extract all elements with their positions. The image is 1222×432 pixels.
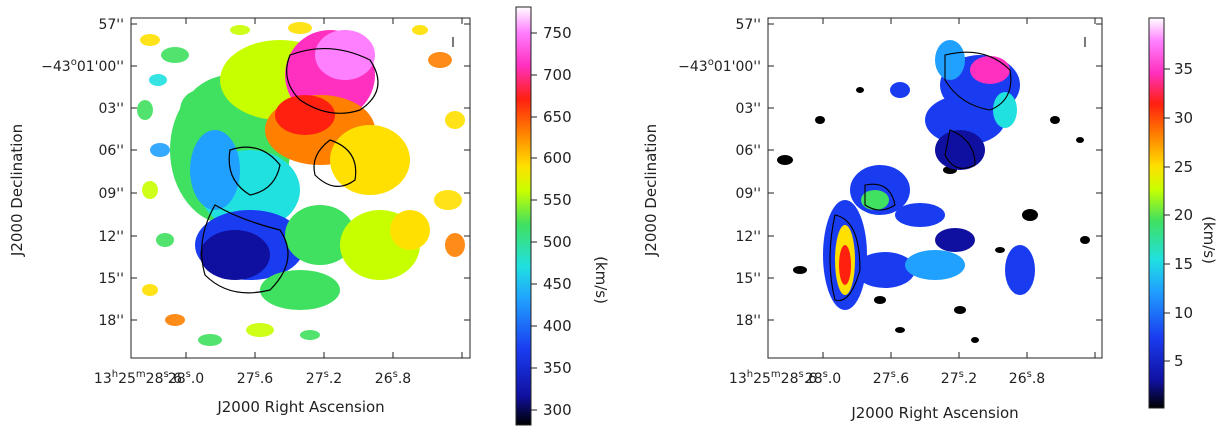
left-x-tick-label: 27s.2 [306,369,342,387]
left-y-tick-label: −43o01'00'' [41,57,124,75]
left-colorbar-tick: 650 [543,108,572,126]
left-x-tick-label: 13h25m28s.6 [94,369,182,387]
right-x-ticks-marks [822,18,1096,358]
right-y-tick-label: 57'' [735,17,761,33]
right-y-tick-label: 12'' [735,229,761,245]
left-y-tick-label: 12'' [98,229,124,245]
left-colorbar-tick: 400 [543,317,572,335]
right-colorbar-tick: 5 [1174,352,1184,370]
right-x-tick-label: 26s.8 [1009,369,1045,387]
right-y-tick-labels: 57'' −43o01'00'' 03'' 06'' 09'' 12'' 15'… [678,17,761,329]
left-colorbar-ticks: 750 700 650 600 550 500 450 400 350 300 [531,24,572,419]
right-y-tick-label: 06'' [735,143,761,159]
right-y-tick-label: 15'' [735,271,761,287]
left-colorbar-tick: 600 [543,149,572,167]
right-x-tick-label: 27s.2 [941,369,977,387]
right-colorbar-tick: 30 [1174,109,1193,127]
left-colorbar-tick: 700 [543,66,572,84]
left-y-axis-label: J2000 Declination [8,124,26,257]
left-y-tick-label: 57'' [98,17,124,33]
left-colorbar-tick: 550 [543,191,572,209]
right-colorbar-tick: 25 [1174,158,1193,176]
left-y-tick-labels: 57'' −43o01'00'' 03'' 06'' 09'' 12'' 15'… [41,17,124,329]
left-colorbar-tick: 350 [543,359,572,377]
left-y-tick-label: 06'' [98,143,124,159]
left-y-tick-label: 15'' [98,271,124,287]
right-dispersion-map [777,40,1090,343]
left-colorbar-tick: 500 [543,233,572,251]
right-colorbar-label: (km/s) [1200,216,1218,264]
left-panel: 57'' −43o01'00'' 03'' 06'' 09'' 12'' 15'… [8,6,610,426]
right-colorbar-tick: 20 [1174,206,1193,224]
left-x-tick-label: 26s.8 [375,369,411,387]
right-x-tick-label: 28s.0 [805,369,841,387]
left-y-tick-label: 09'' [98,186,124,202]
left-x-axis-label: J2000 Right Ascension [216,398,384,416]
right-colorbar [1148,17,1165,409]
right-y-ticks-marks [768,23,1102,321]
left-y-ticks-marks [131,23,470,321]
left-x-tick-labels: 13h25m28s.6 28s.0 27s.6 27s.2 26s.8 [94,369,411,387]
right-colorbar-tick: 35 [1174,60,1193,78]
right-y-tick-label: 09'' [735,186,761,202]
right-x-tick-labels: 13h25m28s.6 28s.0 27s.6 27s.2 26s.8 [729,369,1045,387]
right-map-frame [767,17,1103,359]
left-x-tick-label: 28s.0 [168,369,204,387]
right-y-tick-label: 03'' [735,101,761,117]
right-x-axis-label: J2000 Right Ascension [850,404,1018,422]
left-colorbar-label: (km/s) [592,256,610,304]
left-colorbar-tick: 300 [543,401,572,419]
left-velocity-map [137,22,465,346]
right-colorbar-tick: 15 [1174,255,1193,273]
left-colorbar [515,6,532,426]
left-y-tick-label: 18'' [98,313,124,329]
left-x-ticks-marks [185,18,463,358]
right-y-tick-label: 18'' [735,313,761,329]
left-colorbar-tick: 750 [543,24,572,42]
right-colorbar-ticks: 35 30 25 20 15 10 5 [1164,60,1193,370]
right-x-tick-label: 13h25m28s.6 [729,369,817,387]
right-colorbar-tick: 10 [1174,304,1193,322]
right-panel: 57'' −43o01'00'' 03'' 06'' 09'' 12'' 15'… [642,17,1218,422]
left-colorbar-tick: 450 [543,275,572,293]
right-y-axis-label: J2000 Declination [642,124,660,257]
right-y-tick-label: −43o01'00'' [678,57,761,75]
right-x-tick-label: 27s.6 [873,369,909,387]
left-x-tick-label: 27s.6 [237,369,273,387]
left-y-tick-label: 03'' [98,101,124,117]
